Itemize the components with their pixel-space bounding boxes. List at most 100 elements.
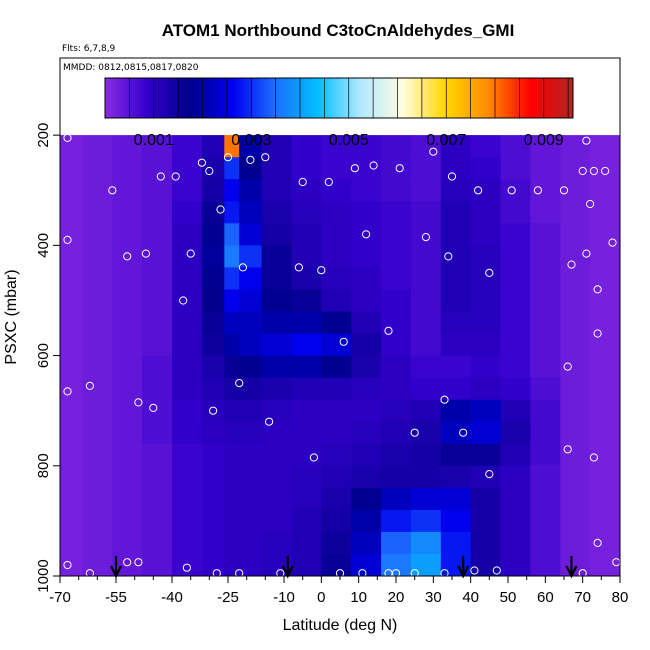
heatmap-cell — [142, 289, 173, 312]
heatmap-cell — [202, 245, 225, 268]
y-tick-label: 800 — [35, 453, 52, 478]
x-axis-label: Latitude (deg N) — [283, 617, 398, 634]
heatmap-cell — [53, 223, 84, 246]
heatmap-cell — [501, 422, 532, 445]
heatmap-cell — [501, 157, 532, 180]
heatmap — [53, 135, 621, 576]
heatmap-cell — [530, 488, 561, 511]
heatmap-cell — [560, 267, 591, 290]
heatmap-cell — [172, 179, 203, 202]
heatmap-cell — [530, 267, 561, 290]
heatmap-cell — [262, 245, 293, 268]
x-tick-label: -40 — [161, 589, 183, 606]
x-axis-ticks: -70 -55 -40 -25 -10 0 10 20 30 40 50 60 70 80 — [49, 576, 628, 606]
heatmap-cell — [530, 157, 561, 180]
heatmap-cell — [262, 179, 293, 202]
heatmap-cell — [202, 510, 225, 533]
heatmap-cell — [53, 356, 84, 379]
heatmap-cell — [351, 356, 382, 379]
heatmap-cell — [262, 289, 293, 312]
heatmap-cell — [560, 466, 591, 489]
heatmap-cell — [471, 289, 502, 312]
heatmap-cell — [292, 400, 323, 423]
heatmap-cell — [142, 179, 173, 202]
heatmap-cell — [172, 378, 203, 401]
heatmap-cell — [501, 532, 532, 555]
heatmap-cell — [239, 157, 262, 180]
heatmap-cell — [441, 532, 472, 555]
heatmap-cell — [262, 201, 293, 224]
heatmap-cell — [112, 356, 143, 379]
heatmap-cell — [53, 179, 84, 202]
heatmap-cell — [321, 466, 352, 489]
heatmap-cell — [560, 488, 591, 511]
heatmap-cell — [471, 312, 502, 335]
heatmap-cell — [501, 289, 532, 312]
heatmap-cell — [441, 223, 472, 246]
heatmap-cell — [224, 378, 240, 401]
heatmap-cell — [262, 334, 293, 357]
heatmap-cell — [351, 223, 382, 246]
heatmap-cell — [471, 488, 502, 511]
heatmap-cell — [53, 444, 84, 467]
heatmap-cell — [142, 554, 173, 577]
heatmap-cell — [381, 356, 412, 379]
heatmap-cell — [590, 488, 621, 511]
x-tick-label: 40 — [462, 589, 479, 606]
heatmap-cell — [471, 554, 502, 577]
heatmap-cell — [224, 422, 240, 445]
heatmap-cell — [202, 334, 225, 357]
heatmap-cell — [112, 267, 143, 290]
heatmap-cell — [411, 179, 442, 202]
heatmap-cell — [381, 444, 412, 467]
heatmap-cell — [172, 223, 203, 246]
heatmap-cell — [172, 201, 203, 224]
heatmap-cell — [501, 334, 532, 357]
heatmap-cell — [501, 267, 532, 290]
heatmap-cell — [381, 334, 412, 357]
heatmap-cell — [351, 422, 382, 445]
heatmap-cell — [239, 334, 262, 357]
heatmap-cell — [560, 334, 591, 357]
heatmap-cell — [321, 245, 352, 268]
heatmap-cell — [112, 378, 143, 401]
heatmap-cell — [82, 356, 113, 379]
heatmap-cell — [292, 356, 323, 379]
heatmap-cell — [172, 488, 203, 511]
colorbar-tick-label: 0.007 — [426, 132, 466, 149]
heatmap-cell — [142, 312, 173, 335]
heatmap-cell — [560, 312, 591, 335]
heatmap-cell — [471, 223, 502, 246]
heatmap-cell — [82, 312, 113, 335]
heatmap-cell — [262, 488, 293, 511]
heatmap-cell — [501, 554, 532, 577]
heatmap-cell — [82, 378, 113, 401]
heatmap-cell — [530, 532, 561, 555]
heatmap-cell — [381, 289, 412, 312]
heatmap-cell — [560, 400, 591, 423]
heatmap-cell — [501, 444, 532, 467]
heatmap-cell — [351, 312, 382, 335]
heatmap-cell — [239, 312, 262, 335]
heatmap-cell — [471, 201, 502, 224]
heatmap-cell — [590, 444, 621, 467]
heatmap-cell — [351, 334, 382, 357]
heatmap-cell — [239, 201, 262, 224]
heatmap-cell — [172, 510, 203, 533]
heatmap-cell — [381, 400, 412, 423]
x-tick-label: -55 — [105, 589, 127, 606]
heatmap-cell — [321, 422, 352, 445]
heatmap-cell — [53, 378, 84, 401]
heatmap-cell — [262, 223, 293, 246]
heatmap-cell — [590, 510, 621, 533]
heatmap-cell — [292, 532, 323, 555]
heatmap-cell — [501, 356, 532, 379]
x-tick-label: 20 — [388, 589, 405, 606]
heatmap-cell — [530, 179, 561, 202]
heatmap-cell — [262, 466, 293, 489]
heatmap-cell — [411, 334, 442, 357]
heatmap-cell — [53, 510, 84, 533]
x-tick-label: 10 — [350, 589, 367, 606]
heatmap-cell — [471, 422, 502, 445]
heatmap-cell — [471, 334, 502, 357]
